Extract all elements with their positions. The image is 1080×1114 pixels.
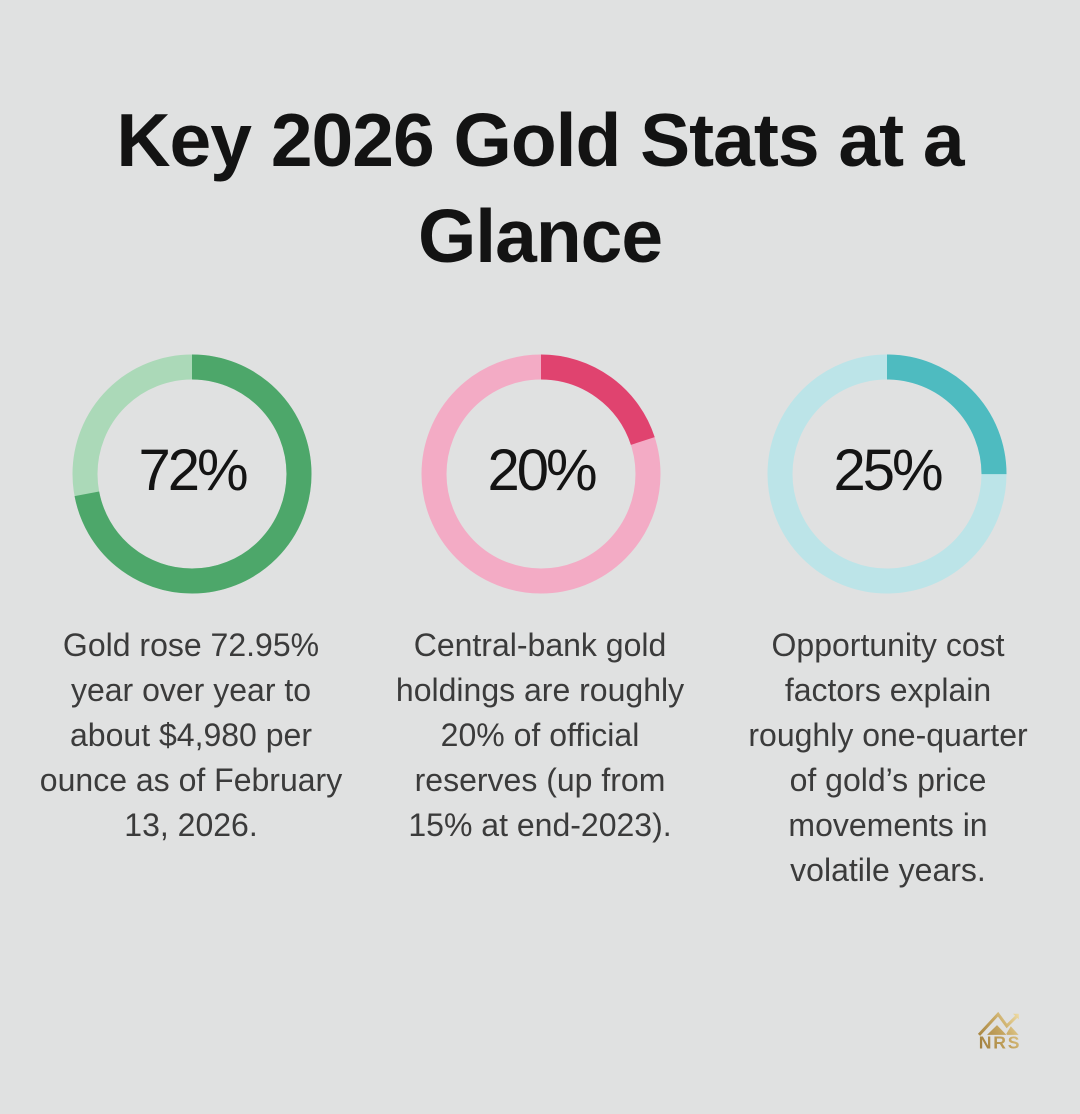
svg-text:NRS: NRS <box>979 1033 1022 1050</box>
